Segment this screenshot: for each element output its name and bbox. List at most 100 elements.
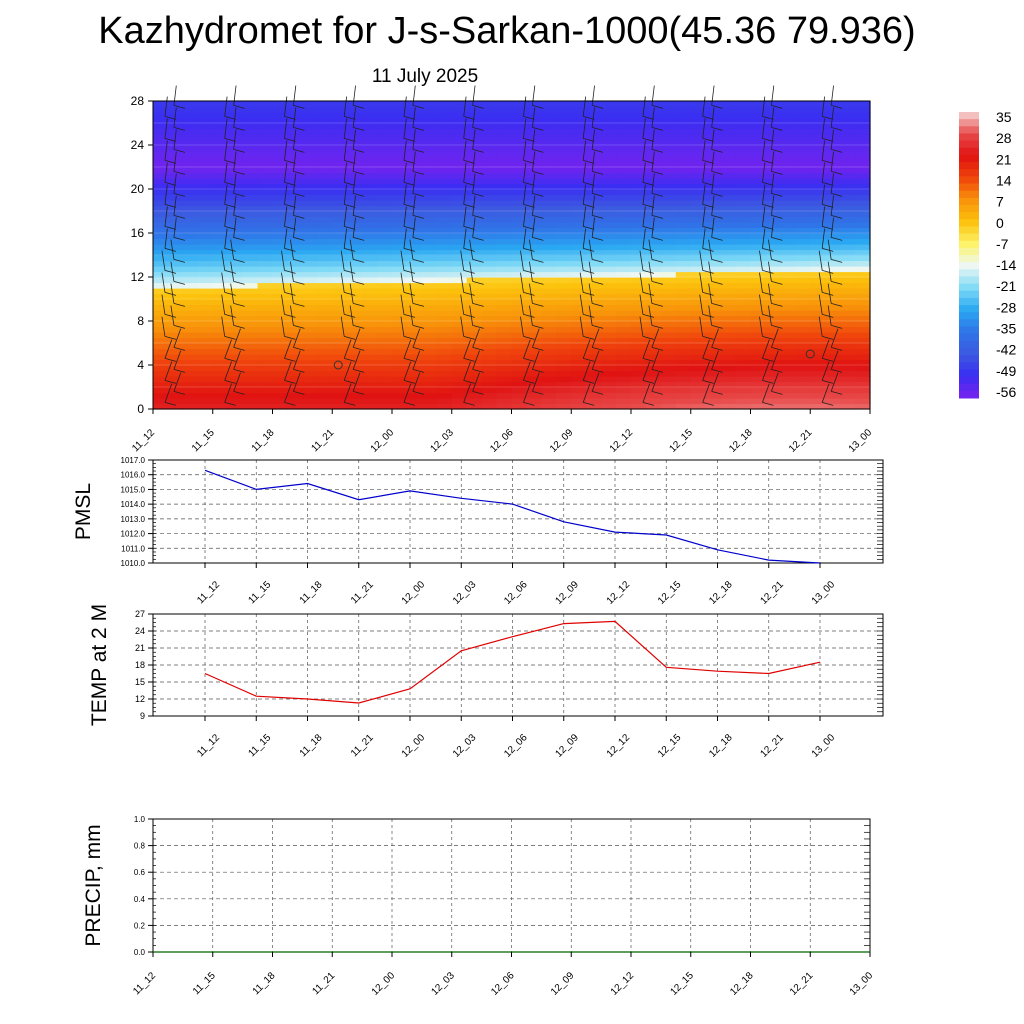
wind-barb-flag xyxy=(583,160,595,164)
heat-cell xyxy=(675,337,692,344)
heat-cell xyxy=(272,123,289,130)
heat-cell xyxy=(347,310,363,317)
wind-barb-flag xyxy=(592,325,604,329)
wind-barb xyxy=(642,96,646,117)
heat-cell xyxy=(227,145,244,152)
wind-barb xyxy=(230,305,235,326)
heat-cell xyxy=(197,200,214,207)
heat-cell xyxy=(750,238,767,245)
heat-cell xyxy=(332,354,348,361)
heat-cell xyxy=(466,145,483,152)
heat-cell xyxy=(212,288,229,295)
wind-barb-flag xyxy=(711,391,723,395)
heat-cell xyxy=(317,321,333,328)
heat-cell xyxy=(197,211,214,218)
heat-cell xyxy=(347,255,363,262)
heat-cell xyxy=(645,183,662,190)
heat-cell xyxy=(735,150,752,157)
heat-cell xyxy=(392,227,408,234)
heat-cell xyxy=(586,337,602,344)
heat-cell xyxy=(750,211,767,218)
wind-barb-flag xyxy=(651,237,664,241)
heat-cell xyxy=(526,376,542,383)
heat-cell xyxy=(645,293,662,300)
heat-cell xyxy=(242,321,259,328)
heat-cell xyxy=(242,376,259,383)
heat-cell xyxy=(855,238,871,245)
heat-cell xyxy=(421,156,438,163)
wind-barb xyxy=(523,140,527,161)
heat-cell xyxy=(511,288,528,295)
heat-cell xyxy=(660,381,677,388)
heat-cell xyxy=(556,266,572,273)
heat-cell xyxy=(287,271,303,278)
heat-cell xyxy=(392,381,408,388)
heat-cell xyxy=(287,332,303,339)
heat-cell xyxy=(675,354,692,361)
heat-cell xyxy=(421,161,438,168)
heat-cell xyxy=(421,134,438,141)
heat-cell xyxy=(257,266,274,273)
heat-cell xyxy=(780,205,796,212)
heat-cell xyxy=(182,205,199,212)
heat-cell xyxy=(317,365,333,372)
heat-cell xyxy=(451,321,468,328)
heat-cell xyxy=(332,205,348,212)
heat-cell xyxy=(317,277,333,284)
heat-cell xyxy=(496,398,513,405)
heat-cell xyxy=(705,321,722,328)
heat-cell xyxy=(257,293,274,300)
heat-cell xyxy=(212,326,229,333)
heat-cell xyxy=(571,354,587,361)
heat-cell xyxy=(750,398,767,405)
heat-cell xyxy=(302,112,318,119)
heat-cell xyxy=(153,238,169,245)
heat-cell xyxy=(780,288,796,295)
heat-cell xyxy=(421,359,438,366)
heat-cell xyxy=(825,398,841,405)
heat-cell xyxy=(750,403,767,410)
heat-cell xyxy=(571,150,587,157)
wind-barb xyxy=(762,140,766,161)
heat-cell xyxy=(631,293,647,300)
heat-cell xyxy=(541,117,557,124)
heat-cell xyxy=(257,117,274,124)
heat-cell xyxy=(406,260,423,267)
wind-barb xyxy=(409,305,414,326)
heat-cell xyxy=(392,271,408,278)
heat-cell xyxy=(571,277,587,284)
heat-cell xyxy=(392,117,408,124)
heat-cell xyxy=(182,117,199,124)
heat-cell xyxy=(720,233,737,240)
heat-cell xyxy=(616,134,632,141)
heat-cell xyxy=(840,321,856,328)
wind-barb xyxy=(343,118,347,139)
wind-barb xyxy=(711,350,719,370)
heat-cell xyxy=(392,216,408,223)
heat-cell xyxy=(302,134,318,141)
heat-cell xyxy=(317,167,333,174)
heat-cell xyxy=(317,145,333,152)
heat-cell xyxy=(392,304,408,311)
heat-cell xyxy=(406,387,423,394)
heat-cell xyxy=(571,337,587,344)
wind-barb-flag xyxy=(173,259,186,263)
heat-cell xyxy=(466,139,483,146)
heat-cell xyxy=(675,128,692,135)
heat-cell xyxy=(481,244,498,251)
heat-cell xyxy=(735,304,752,311)
wind-barb-flag xyxy=(472,149,484,153)
heat-cell xyxy=(526,299,542,306)
wind-barb-flag xyxy=(224,204,236,208)
heat-cell xyxy=(631,139,647,146)
heat-cell xyxy=(362,293,378,300)
heat-cell xyxy=(795,178,811,185)
heat-cell xyxy=(302,381,318,388)
heat-cell xyxy=(795,183,811,190)
heat-cell xyxy=(705,227,722,234)
wind-barb xyxy=(352,328,361,348)
heat-cell xyxy=(795,156,811,163)
heat-cell xyxy=(705,189,722,196)
heat-cell xyxy=(227,343,244,350)
wind-barb-flag xyxy=(771,193,783,197)
